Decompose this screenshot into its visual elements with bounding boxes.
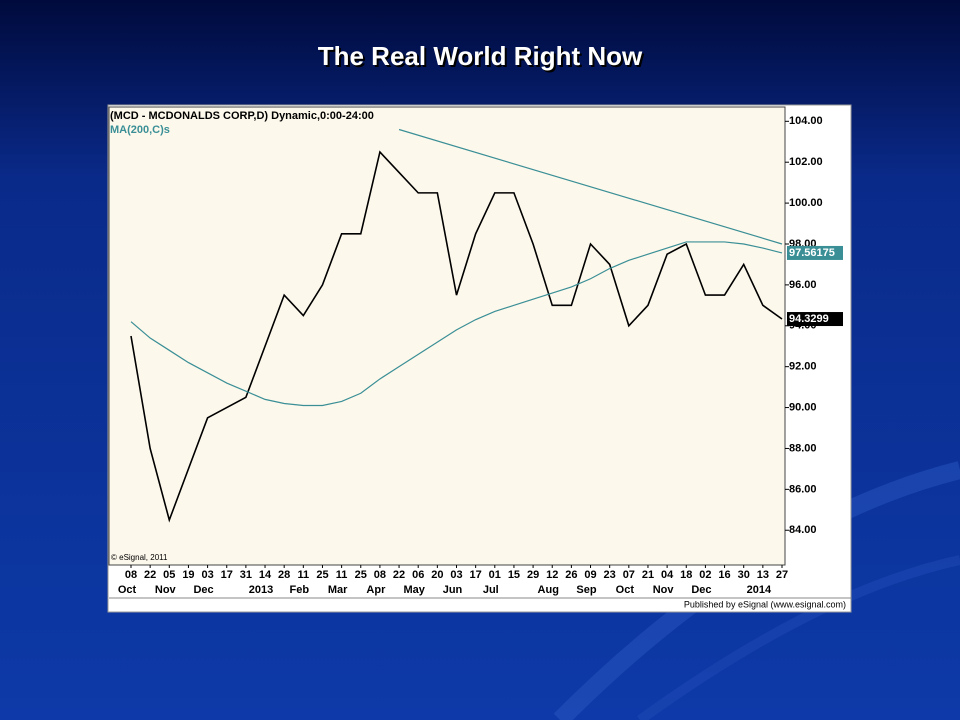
trendline xyxy=(398,128,783,245)
month-label: Apr xyxy=(366,584,386,596)
last-value-label: 97.56175 xyxy=(789,247,835,259)
month-label: Nov xyxy=(653,584,675,596)
y-tick-label: 90.00 xyxy=(789,401,817,413)
x-tick-label: 25 xyxy=(316,569,328,581)
x-tick-label: 17 xyxy=(470,569,482,581)
month-label: Jun xyxy=(443,584,463,596)
swoosh xyxy=(637,555,960,725)
y-tick-label: 86.00 xyxy=(789,483,817,495)
month-label: Feb xyxy=(290,584,310,596)
x-tick-label: 27 xyxy=(776,569,788,581)
title-shadow: The Real World Right Now xyxy=(320,43,645,73)
month-label: Mar xyxy=(328,584,348,596)
x-tick-label: 11 xyxy=(298,569,310,581)
x-tick-label: 08 xyxy=(125,569,137,581)
x-tick-label: 30 xyxy=(738,569,750,581)
x-tick-label: 14 xyxy=(259,569,272,581)
month-label: Sep xyxy=(576,584,596,596)
x-tick-label: 06 xyxy=(412,569,424,581)
x-tick-label: 03 xyxy=(201,569,213,581)
x-tick-label: 21 xyxy=(642,569,654,581)
x-tick-label: 08 xyxy=(374,569,386,581)
x-tick-label: 23 xyxy=(604,569,616,581)
last-value-box xyxy=(787,245,843,260)
x-tick-label: 19 xyxy=(182,569,194,581)
month-label: Oct xyxy=(616,584,635,596)
last-value-label: 94.3299 xyxy=(789,313,829,325)
y-tick-label: 100.00 xyxy=(789,197,823,209)
series-line xyxy=(130,150,783,523)
month-label: Nov xyxy=(155,584,177,596)
x-tick-label: 26 xyxy=(565,569,577,581)
y-tick-label: 88.00 xyxy=(789,442,817,454)
x-tick-label: 11 xyxy=(336,569,348,581)
x-tick-label: 29 xyxy=(527,569,539,581)
last-value-box xyxy=(787,312,843,327)
copyright: © eSignal, 2011 xyxy=(111,553,168,562)
x-tick-label: 13 xyxy=(757,569,769,581)
y-tick-label: 92.00 xyxy=(789,361,817,373)
y-tick-label: 96.00 xyxy=(789,279,817,291)
month-label: Jul xyxy=(483,584,499,596)
series-line xyxy=(130,241,783,407)
x-tick-label: 28 xyxy=(278,569,290,581)
x-tick-label: 16 xyxy=(718,569,730,581)
x-tick-label: 22 xyxy=(144,569,156,581)
x-tick-label: 02 xyxy=(699,569,711,581)
x-tick-label: 03 xyxy=(450,569,462,581)
legend-ma: MA(200,C)s xyxy=(110,124,170,136)
x-tick-label: 15 xyxy=(508,569,520,581)
y-tick-label: 104.00 xyxy=(789,115,823,127)
month-label: 2013 xyxy=(249,584,273,596)
month-label: Dec xyxy=(691,584,711,596)
x-tick-label: 05 xyxy=(163,569,175,581)
y-tick-label: 102.00 xyxy=(789,156,823,168)
footer: Published by eSignal (www.esignal.com) xyxy=(684,599,846,609)
x-tick-label: 22 xyxy=(393,569,405,581)
month-label: Aug xyxy=(538,584,559,596)
legend-price: (MCD - MCDONALDS CORP,D) Dynamic,0:00-24… xyxy=(110,110,374,122)
x-tick-label: 09 xyxy=(584,569,596,581)
month-label: May xyxy=(404,584,426,596)
slide-title: The Real World Right Now xyxy=(318,41,643,71)
x-tick-label: 04 xyxy=(661,569,674,581)
x-tick-label: 25 xyxy=(355,569,367,581)
month-label: 2014 xyxy=(747,584,772,596)
x-tick-label: 17 xyxy=(221,569,233,581)
x-tick-label: 18 xyxy=(680,569,692,581)
y-tick-label: 84.00 xyxy=(789,524,817,536)
x-tick-label: 01 xyxy=(489,569,501,581)
x-tick-label: 31 xyxy=(240,569,252,581)
month-label: Dec xyxy=(193,584,213,596)
x-tick-label: 12 xyxy=(546,569,558,581)
x-tick-label: 20 xyxy=(431,569,443,581)
month-label: Oct xyxy=(118,584,137,596)
x-tick-label: 07 xyxy=(623,569,635,581)
